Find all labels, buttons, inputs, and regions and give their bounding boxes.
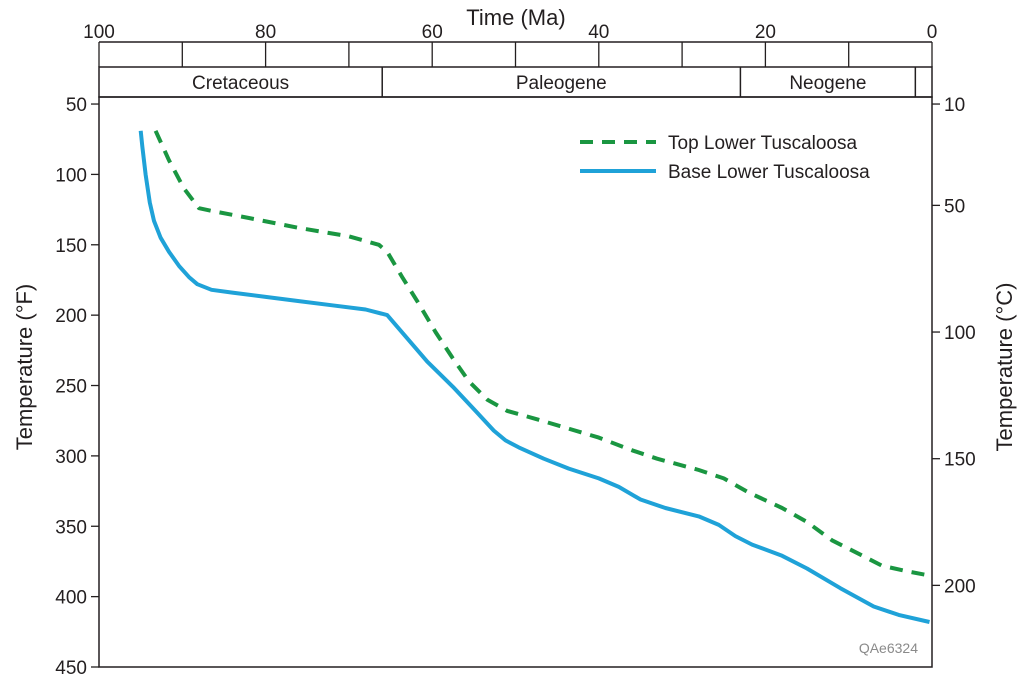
time-tick-label: 40 [588, 22, 609, 43]
fahrenheit-tick-label: 350 [55, 517, 87, 538]
time-tick-label: 100 [83, 22, 115, 43]
time-tick-label: 80 [255, 22, 276, 43]
time-axis: 100 80 60 40 20 0 [83, 22, 937, 67]
series-line-2 [138, 130, 930, 624]
fahrenheit-axis: 50 100 150 200 250 300 350 400 450 [55, 95, 99, 679]
time-tick-label: 0 [927, 22, 938, 43]
celsius-tick-label: 200 [944, 576, 976, 597]
fahrenheit-tick-label: 100 [55, 165, 87, 186]
celsius-tick-label: 100 [944, 323, 976, 344]
y-axis-title: Temperature (°F) [12, 284, 37, 451]
fahrenheit-tick-label: 200 [55, 306, 87, 327]
time-tick-label: 60 [422, 22, 443, 43]
fahrenheit-tick-label: 400 [55, 588, 87, 609]
series-line-1 [153, 129, 930, 578]
geologic-period-band: Cretaceous Paleogene Neogene [98, 66, 933, 98]
period-label: Neogene [789, 73, 866, 94]
series-layer [138, 129, 930, 624]
fahrenheit-tick-label: 50 [66, 95, 87, 116]
figure-id-annotation: QAe6324 [859, 640, 918, 656]
celsius-tick-label: 50 [944, 196, 965, 217]
plot-frame [98, 96, 933, 668]
fahrenheit-tick-label: 150 [55, 236, 87, 257]
fahrenheit-tick-label: 300 [55, 447, 87, 468]
celsius-tick-label: 150 [944, 450, 976, 471]
legend-label-1: Top Lower Tuscaloosa [668, 133, 857, 154]
secondary-y-axis-title: Temperature (°C) [992, 283, 1017, 452]
period-label: Paleogene [516, 73, 607, 94]
fahrenheit-tick-label: 450 [55, 658, 87, 679]
fahrenheit-tick-label: 250 [55, 377, 87, 398]
celsius-axis: 10 50 100 150 200 [932, 95, 976, 597]
legend: Top Lower Tuscaloosa Base Lower Tuscaloos… [580, 133, 870, 183]
legend-label-2: Base Lower Tuscaloosa [668, 162, 870, 183]
x-axis-title: Time (Ma) [466, 5, 565, 30]
period-label: Cretaceous [192, 73, 289, 94]
celsius-tick-label: 10 [944, 95, 965, 116]
time-tick-label: 20 [755, 22, 776, 43]
